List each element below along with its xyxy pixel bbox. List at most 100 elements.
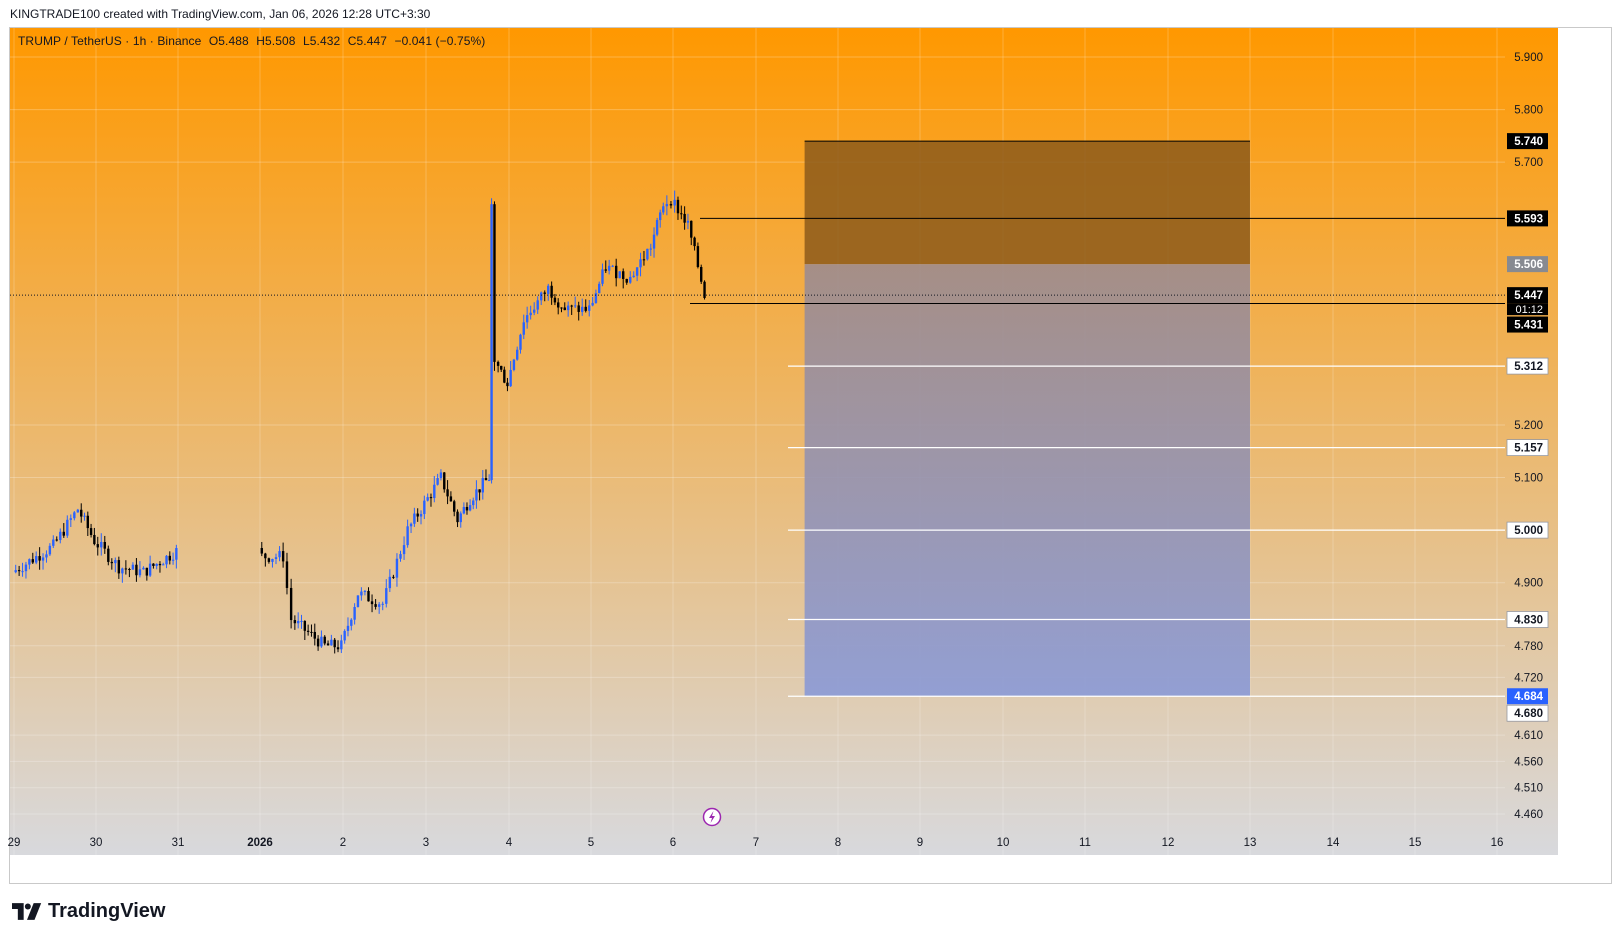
candle-body: [93, 534, 96, 545]
svg-text:5.312: 5.312: [1514, 361, 1543, 373]
candle-body: [353, 606, 356, 620]
svg-text:5.000: 5.000: [1514, 525, 1543, 537]
price-label-4-684[interactable]: 4.684: [1507, 688, 1548, 705]
candle-body: [632, 275, 635, 277]
svg-text:5.431: 5.431: [1514, 320, 1543, 332]
candle-body: [142, 567, 145, 570]
candle-body: [680, 213, 683, 215]
candle-body: [622, 271, 625, 279]
candle-body: [453, 501, 456, 512]
x-tick-label: 12: [1162, 837, 1175, 849]
price-label-4-830[interactable]: 4.830: [1506, 611, 1549, 628]
candle-body: [519, 334, 522, 350]
candle-body: [490, 204, 493, 481]
price-label-5-447[interactable]: 5.447 01:12: [1507, 287, 1548, 316]
candle-body: [48, 545, 52, 555]
svg-text:5.447: 5.447: [1514, 290, 1543, 302]
candle-body: [350, 619, 353, 626]
candle-body: [285, 561, 289, 588]
tradingview-logo[interactable]: TradingView: [12, 900, 165, 923]
candle-body: [478, 489, 481, 493]
candle-body: [24, 564, 28, 572]
take-profit-zone[interactable]: [804, 264, 1250, 697]
candle-body: [260, 548, 263, 554]
chart-created-text: KINGTRADE100 created with TradingView.co…: [10, 7, 431, 21]
chart-frame: [9, 27, 1612, 884]
x-tick-label: 6: [670, 837, 676, 849]
x-tick-label: 31: [172, 837, 185, 849]
candle-body: [381, 603, 384, 605]
candle-body: [529, 312, 532, 316]
candle-body: [550, 285, 553, 298]
candle-body: [475, 489, 478, 501]
svg-text:5.593: 5.593: [1514, 213, 1543, 225]
svg-text:5.506: 5.506: [1514, 259, 1543, 271]
candle-body: [306, 630, 310, 632]
candle-body: [96, 544, 99, 548]
candle-body: [313, 631, 316, 639]
candle-body: [536, 300, 539, 310]
candle-body: [171, 559, 175, 561]
x-tick-label: 15: [1409, 837, 1422, 849]
candle-body: [686, 220, 690, 223]
candle-body: [326, 643, 330, 646]
candle-body: [614, 265, 618, 279]
price-label-5-593[interactable]: 5.593: [1507, 210, 1548, 227]
x-tick-label: 4: [506, 837, 513, 849]
candle-body: [540, 292, 543, 301]
candle-body: [395, 558, 399, 578]
chart-background: [10, 28, 1558, 855]
candle-body: [121, 568, 124, 574]
candle-body: [662, 206, 665, 213]
price-label-5-740[interactable]: 5.740: [1507, 133, 1548, 150]
y-tick-label: 5.800: [1514, 105, 1543, 117]
candle-body: [80, 509, 83, 517]
x-tick-label: 29: [8, 837, 21, 849]
candle-body: [89, 528, 93, 535]
candle-body: [591, 302, 594, 306]
candle-body: [655, 220, 659, 235]
candle-body: [14, 570, 17, 573]
candle-body: [416, 513, 419, 517]
price-label-5-506[interactable]: 5.506: [1507, 256, 1548, 273]
x-tick-label: 14: [1327, 837, 1340, 849]
candle-body: [296, 620, 300, 624]
candle-body: [264, 553, 267, 559]
candle-body: [138, 569, 142, 576]
price-label-5-431[interactable]: 5.431: [1507, 316, 1548, 333]
x-tick-label: 2: [340, 837, 346, 849]
x-tick-label: 7: [753, 837, 759, 849]
price-label-4-680[interactable]: 4.680: [1506, 704, 1549, 722]
y-tick-label: 5.900: [1514, 52, 1543, 64]
candle-body: [73, 512, 76, 519]
candle-body: [570, 305, 573, 307]
candle-body: [423, 500, 426, 515]
candle-body: [392, 576, 395, 578]
candle-body: [52, 539, 55, 546]
candle-body: [83, 515, 86, 517]
candle-body: [409, 523, 413, 527]
legend-low: L5.432: [302, 34, 341, 48]
x-tick-label: 16: [1491, 837, 1504, 849]
price-label-5-312[interactable]: 5.312: [1506, 357, 1549, 375]
candle-body: [696, 246, 700, 268]
x-tick-label: 2026: [247, 837, 273, 849]
tradingview-logo-icon: [12, 903, 42, 920]
price-label-5-000[interactable]: 5.000: [1506, 521, 1549, 539]
candle-body: [465, 506, 469, 511]
x-tick-label: 9: [917, 837, 923, 849]
stop-loss-zone[interactable]: [804, 141, 1250, 265]
candle-body: [100, 541, 103, 548]
candle-body: [38, 556, 41, 561]
candle-body: [59, 531, 62, 541]
price-label-5-157[interactable]: 5.157: [1506, 439, 1549, 456]
y-tick-label: 5.200: [1514, 420, 1543, 432]
candle-body: [669, 204, 673, 206]
candle-body: [642, 259, 646, 261]
candle-body: [66, 519, 69, 536]
y-tick-label: 4.720: [1514, 672, 1543, 684]
lightning-event-icon[interactable]: [702, 807, 722, 827]
candle-body: [45, 554, 48, 558]
candle-body: [165, 555, 168, 565]
